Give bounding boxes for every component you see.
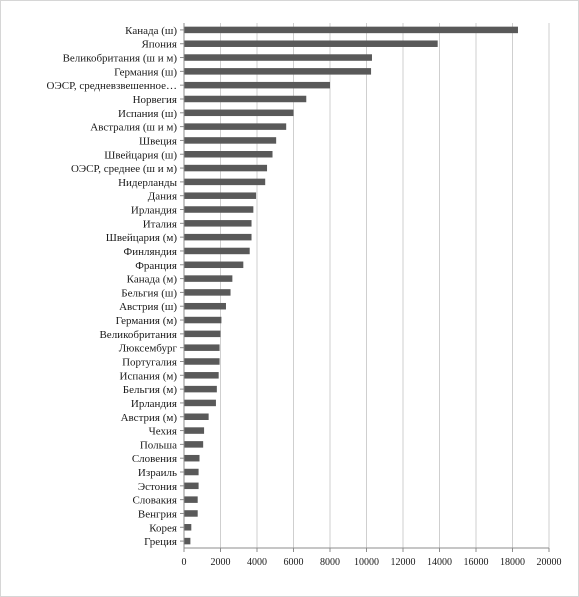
bar-23 xyxy=(184,344,220,351)
bar-9 xyxy=(184,151,273,158)
bar-30 xyxy=(184,441,204,448)
bar-4 xyxy=(184,81,330,89)
x-tick-label-7: 14000 xyxy=(427,557,452,568)
x-tick-label-0: 0 xyxy=(182,557,187,568)
category-label-6: Испания (ш) xyxy=(118,108,177,120)
bar-31 xyxy=(184,454,200,462)
category-label-25: Испания (м) xyxy=(120,370,178,382)
bar-26 xyxy=(184,385,217,393)
bar-34 xyxy=(184,496,198,503)
category-label-28: Австрия (м) xyxy=(121,412,178,424)
bar-18 xyxy=(184,275,233,282)
category-label-21: Германия (м) xyxy=(116,315,178,327)
category-label-17: Франция xyxy=(135,260,177,272)
bar-29 xyxy=(184,427,205,434)
x-tick-label-9: 18000 xyxy=(500,557,525,568)
category-label-11: Нидерланды xyxy=(118,177,178,189)
category-label-34: Словакия xyxy=(132,495,177,507)
bar-6 xyxy=(184,109,294,117)
bar-1 xyxy=(184,40,438,47)
category-label-32: Израиль xyxy=(138,467,177,479)
category-label-10: ОЭСР, среднее (ш и м) xyxy=(71,163,177,175)
x-tick-labels: 0 2000 4000 6000 8000 10000 12000 14000 16000 180… xyxy=(182,557,562,568)
category-label-8: Швеция xyxy=(139,135,177,147)
bar-13 xyxy=(184,206,254,213)
bar-5 xyxy=(184,95,307,103)
x-tick-label-3: 6000 xyxy=(284,557,304,568)
category-label-16: Финляндия xyxy=(124,246,177,258)
bar-0 xyxy=(184,26,518,34)
bar-21 xyxy=(184,316,222,324)
x-tick-label-1: 2000 xyxy=(211,557,231,568)
bar-2 xyxy=(184,54,372,61)
category-label-4: ОЭСР, средневзвешенное… xyxy=(47,80,177,92)
bar-28 xyxy=(184,413,209,420)
bar-32 xyxy=(184,468,199,476)
bar-14 xyxy=(184,220,252,227)
category-label-36: Корея xyxy=(149,522,177,534)
category-label-30: Польша xyxy=(140,439,177,451)
category-label-19: Бельгия (ш) xyxy=(121,287,177,299)
bar-36 xyxy=(184,524,192,531)
category-label-27: Ирландия xyxy=(131,398,177,410)
category-label-37: Греция xyxy=(144,536,177,548)
category-label-3: Германия (ш) xyxy=(114,66,177,78)
category-label-33: Эстония xyxy=(138,481,177,493)
bar-11 xyxy=(184,178,266,186)
bar-35 xyxy=(184,510,198,517)
bar-8 xyxy=(184,137,277,144)
category-label-14: Италия xyxy=(143,218,177,230)
category-label-7: Австралия (ш и м) xyxy=(90,122,177,134)
x-tick-label-2: 4000 xyxy=(247,557,267,568)
bar-7 xyxy=(184,123,287,130)
category-label-35: Венгрия xyxy=(138,508,177,520)
axes xyxy=(180,23,550,552)
category-label-15: Швейцария (м) xyxy=(106,232,178,244)
category-label-31: Словения xyxy=(132,453,177,465)
bars xyxy=(184,26,518,545)
x-tick-label-8: 16000 xyxy=(464,557,489,568)
bar-19 xyxy=(184,289,231,296)
x-tick-label-5: 10000 xyxy=(354,557,379,568)
bar-25 xyxy=(184,372,219,379)
category-label-29: Чехия xyxy=(149,426,177,438)
category-label-22: Великобритания xyxy=(99,329,177,341)
category-label-0: Канада (ш) xyxy=(125,25,177,37)
bar-3 xyxy=(184,68,372,75)
x-tick-label-4: 8000 xyxy=(320,557,340,568)
x-tick-label-10: 20000 xyxy=(537,557,562,568)
bar-37 xyxy=(184,537,191,545)
bar-20 xyxy=(184,302,226,310)
category-label-5: Норвегия xyxy=(133,94,177,106)
bar-27 xyxy=(184,399,216,407)
category-label-9: Швейцария (ш) xyxy=(104,149,177,161)
category-label-20: Австрия (ш) xyxy=(119,301,177,313)
bar-33 xyxy=(184,482,199,490)
category-label-24: Португалия xyxy=(122,356,177,368)
bar-12 xyxy=(184,192,257,199)
category-label-23: Люксембург xyxy=(119,343,178,355)
category-label-2: Великобритания (ш и м) xyxy=(63,53,178,65)
bar-16 xyxy=(184,247,250,255)
bar-10 xyxy=(184,164,268,172)
category-label-1: Япония xyxy=(141,39,177,51)
category-label-26: Бельгия (м) xyxy=(123,384,178,396)
bar-22 xyxy=(184,330,221,338)
x-tick-label-6: 12000 xyxy=(391,557,416,568)
category-label-18: Канада (м) xyxy=(127,274,178,286)
category-label-13: Ирландия xyxy=(131,205,177,217)
bar-17 xyxy=(184,261,244,269)
category-label-12: Дания xyxy=(148,191,177,203)
bar-15 xyxy=(184,233,252,241)
bar-24 xyxy=(184,358,220,365)
